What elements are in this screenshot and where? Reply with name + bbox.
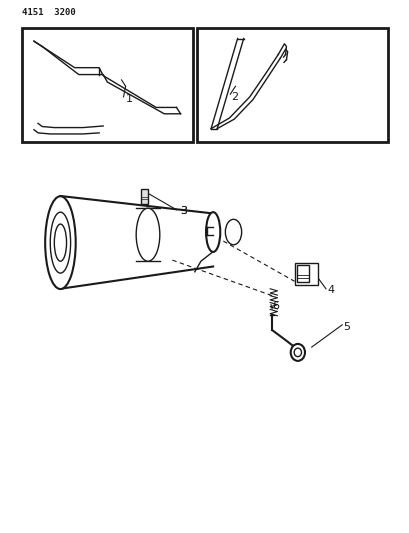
Ellipse shape [50,212,70,273]
Text: 1: 1 [125,94,132,104]
Text: 3: 3 [180,206,187,216]
Ellipse shape [294,348,301,357]
Text: 2: 2 [231,92,238,102]
Text: 3: 3 [180,206,187,216]
Text: 4: 4 [326,285,333,295]
Bar [296,265,308,282]
Bar [141,189,147,205]
Ellipse shape [225,219,241,245]
Ellipse shape [136,208,160,261]
Ellipse shape [45,196,76,289]
Bar [294,263,317,285]
Text: 6: 6 [272,301,279,311]
Text: 4151  3200: 4151 3200 [22,8,75,17]
Text: 5: 5 [343,322,350,333]
Bar [196,28,387,142]
Ellipse shape [290,344,304,361]
Bar [22,28,192,142]
Ellipse shape [205,212,220,252]
Ellipse shape [54,224,66,261]
